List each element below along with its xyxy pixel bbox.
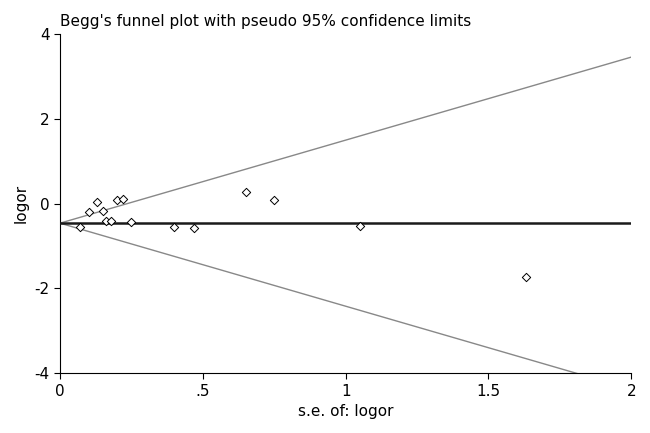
Point (101, 217, 111, 224)
Point (98, 208, 108, 215)
Point (83, 209, 94, 216)
X-axis label: s.e. of: logor: s.e. of: logor (298, 404, 393, 419)
Point (112, 197, 122, 204)
Y-axis label: logor: logor (14, 184, 29, 223)
Point (118, 195, 128, 202)
Point (126, 219, 136, 226)
Point (92, 198, 102, 205)
Point (169, 223, 179, 230)
Point (106, 218, 116, 225)
Point (240, 188, 251, 195)
Point (269, 197, 280, 204)
Point (75, 223, 85, 230)
Point (355, 222, 365, 229)
Text: Begg's funnel plot with pseudo 95% confidence limits: Begg's funnel plot with pseudo 95% confi… (60, 14, 471, 29)
Point (521, 273, 531, 280)
Point (189, 225, 200, 232)
